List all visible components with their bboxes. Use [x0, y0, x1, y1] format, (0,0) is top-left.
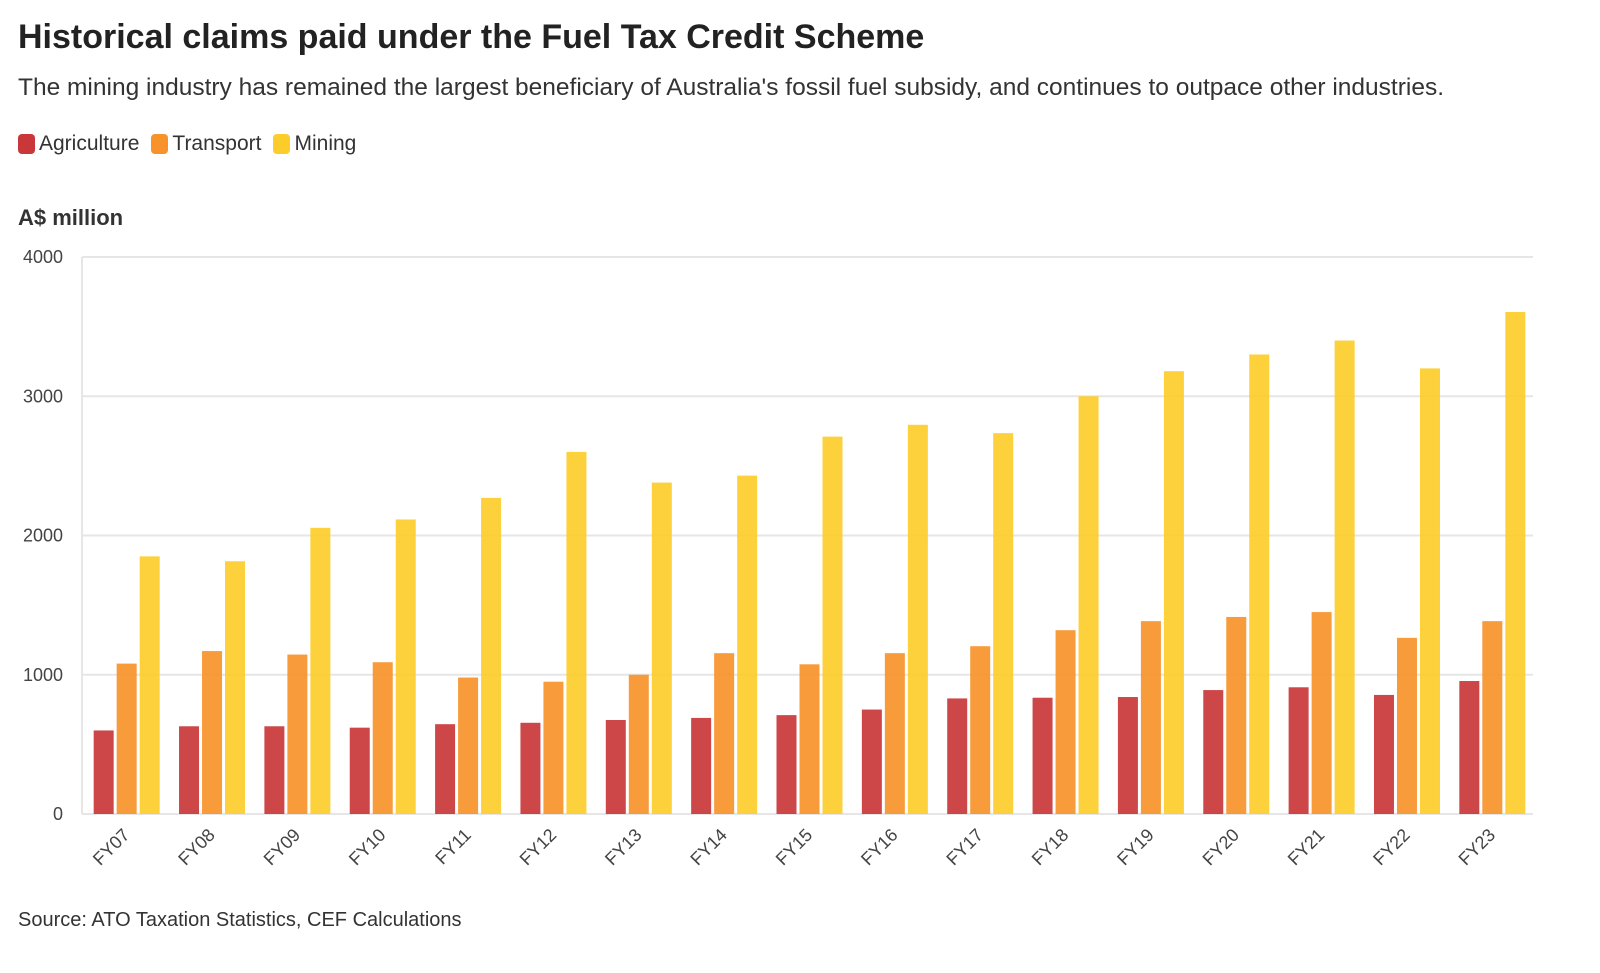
bar-mining-fy23[interactable]	[1505, 312, 1526, 814]
bar-transport-fy11[interactable]	[458, 677, 479, 814]
legend-item-transport[interactable]: Transport	[151, 132, 261, 156]
bar-mining-fy15[interactable]	[822, 436, 843, 814]
chart-title: Historical claims paid under the Fuel Ta…	[18, 18, 925, 56]
y-tick-label: 1000	[23, 665, 63, 685]
bar-transport-fy10[interactable]	[372, 662, 393, 814]
legend-item-mining[interactable]: Mining	[273, 132, 356, 156]
bar-transport-fy07[interactable]	[116, 663, 137, 814]
bar-mining-fy17[interactable]	[993, 433, 1014, 814]
bar-transport-fy13[interactable]	[628, 674, 649, 814]
x-tick-label: FY16	[857, 825, 902, 870]
legend-label-mining: Mining	[294, 132, 357, 155]
bar-agriculture-fy19[interactable]	[1117, 697, 1138, 814]
x-tick-label: FY09	[260, 825, 305, 870]
bar-transport-fy17[interactable]	[970, 646, 991, 814]
bar-mining-fy09[interactable]	[310, 527, 331, 814]
bar-transport-fy20[interactable]	[1226, 616, 1247, 814]
x-tick-label: FY10	[345, 825, 390, 870]
bar-mining-fy13[interactable]	[651, 482, 672, 814]
bar-mining-fy22[interactable]	[1419, 368, 1440, 814]
bar-agriculture-fy12[interactable]	[520, 722, 541, 814]
bar-agriculture-fy09[interactable]	[264, 726, 285, 814]
x-tick-label: FY07	[89, 825, 134, 870]
legend: Agriculture Transport Mining	[18, 132, 368, 156]
x-tick-label: FY08	[174, 825, 219, 870]
legend-swatch-mining	[273, 134, 291, 154]
legend-label-transport: Transport	[172, 132, 262, 155]
bar-transport-fy12[interactable]	[543, 681, 564, 814]
chart-subtitle: The mining industry has remained the lar…	[18, 74, 1445, 101]
y-tick-label: 4000	[23, 247, 63, 267]
bar-transport-fy21[interactable]	[1311, 612, 1332, 814]
legend-label-agriculture: Agriculture	[39, 132, 140, 155]
bar-mining-fy07[interactable]	[139, 556, 160, 814]
x-tick-label: FY15	[772, 825, 817, 870]
bar-agriculture-fy21[interactable]	[1288, 687, 1309, 814]
x-tick-label: FY19	[1113, 825, 1158, 870]
bar-agriculture-fy10[interactable]	[349, 727, 370, 814]
bar-mining-fy11[interactable]	[481, 497, 502, 814]
bar-transport-fy16[interactable]	[884, 653, 905, 814]
x-tick-label: FY20	[1199, 825, 1244, 870]
x-tick-label: FY22	[1369, 825, 1414, 870]
x-tick-label: FY12	[516, 825, 561, 870]
legend-swatch-agriculture	[18, 134, 35, 154]
bar-transport-fy09[interactable]	[287, 654, 308, 814]
bar-transport-fy23[interactable]	[1482, 621, 1503, 814]
x-tick-label: FY11	[431, 825, 475, 869]
bar-transport-fy22[interactable]	[1396, 637, 1417, 814]
bar-mining-fy12[interactable]	[566, 451, 587, 814]
bar-mining-fy16[interactable]	[907, 424, 928, 814]
bar-agriculture-fy14[interactable]	[691, 717, 712, 814]
bar-agriculture-fy13[interactable]	[605, 720, 626, 814]
x-tick-label: FY23	[1455, 825, 1500, 870]
bar-transport-fy18[interactable]	[1055, 630, 1076, 814]
bar-transport-fy14[interactable]	[714, 653, 735, 814]
bar-agriculture-fy16[interactable]	[861, 709, 882, 814]
y-tick-label: 0	[53, 804, 63, 824]
y-tick-label: 2000	[23, 526, 63, 546]
y-axis-label: A$ million	[18, 205, 124, 230]
bar-mining-fy10[interactable]	[395, 519, 416, 814]
bar-transport-fy19[interactable]	[1140, 621, 1161, 814]
bar-agriculture-fy11[interactable]	[435, 724, 456, 814]
bar-agriculture-fy08[interactable]	[179, 726, 200, 814]
legend-item-agriculture[interactable]: Agriculture	[18, 132, 139, 156]
source-note: Source: ATO Taxation Statistics, CEF Cal…	[18, 909, 462, 931]
x-tick-label: FY14	[686, 825, 731, 870]
x-tick-label: FY21	[1284, 825, 1329, 870]
bar-agriculture-fy20[interactable]	[1203, 690, 1224, 814]
bar-mining-fy18[interactable]	[1078, 396, 1099, 814]
bar-agriculture-fy15[interactable]	[776, 715, 797, 814]
x-tick-label: FY18	[1028, 825, 1073, 870]
x-tick-label: FY13	[601, 825, 646, 870]
bar-agriculture-fy07[interactable]	[93, 730, 114, 814]
bar-agriculture-fy22[interactable]	[1373, 694, 1394, 814]
y-tick-label: 3000	[23, 386, 63, 406]
bar-mining-fy21[interactable]	[1334, 340, 1355, 814]
bar-transport-fy15[interactable]	[799, 664, 820, 814]
bar-mining-fy20[interactable]	[1249, 354, 1270, 814]
bar-mining-fy14[interactable]	[737, 475, 758, 814]
bar-agriculture-fy17[interactable]	[947, 698, 968, 814]
bar-agriculture-fy18[interactable]	[1032, 697, 1053, 814]
bar-mining-fy08[interactable]	[225, 561, 246, 814]
x-tick-label: FY17	[942, 825, 987, 870]
bar-transport-fy08[interactable]	[202, 651, 223, 814]
bar-agriculture-fy23[interactable]	[1459, 681, 1480, 814]
bar-mining-fy19[interactable]	[1163, 371, 1184, 814]
legend-swatch-transport	[151, 134, 169, 154]
